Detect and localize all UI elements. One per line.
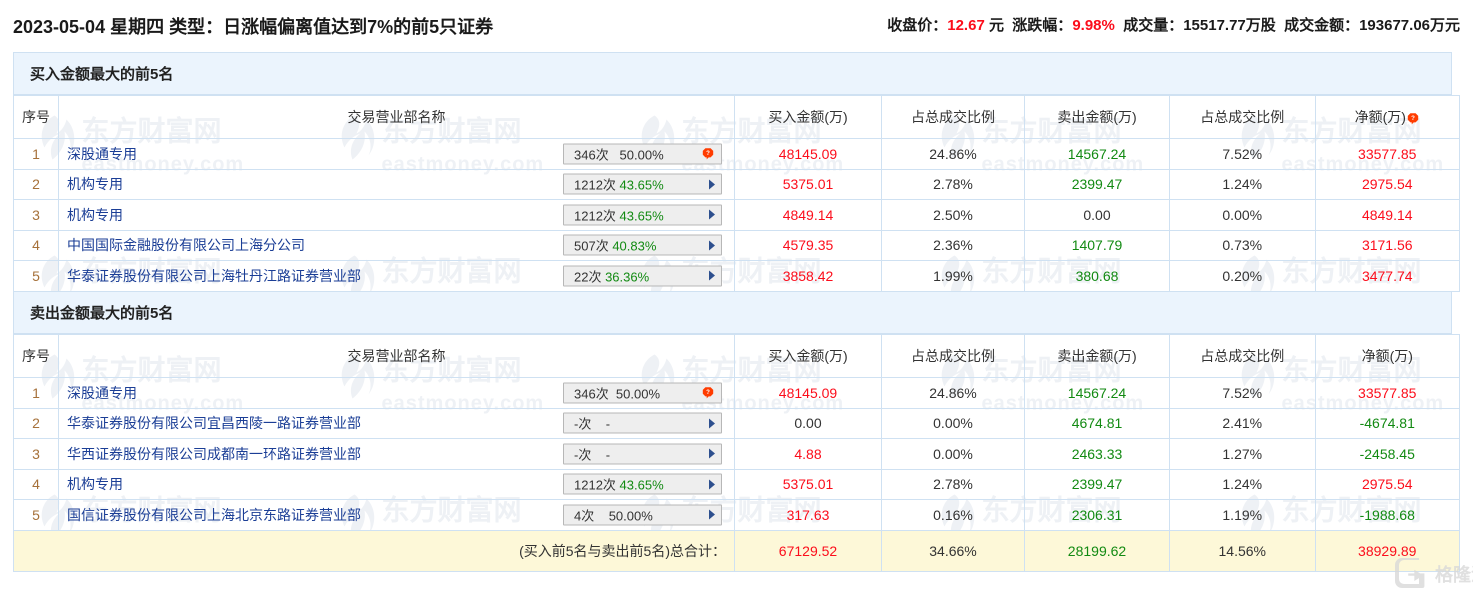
svg-text:?: ? xyxy=(706,389,710,396)
svg-text:?: ? xyxy=(706,150,710,157)
svg-text:?: ? xyxy=(1411,115,1415,122)
svg-text:格隆汇: 格隆汇 xyxy=(1435,564,1473,585)
